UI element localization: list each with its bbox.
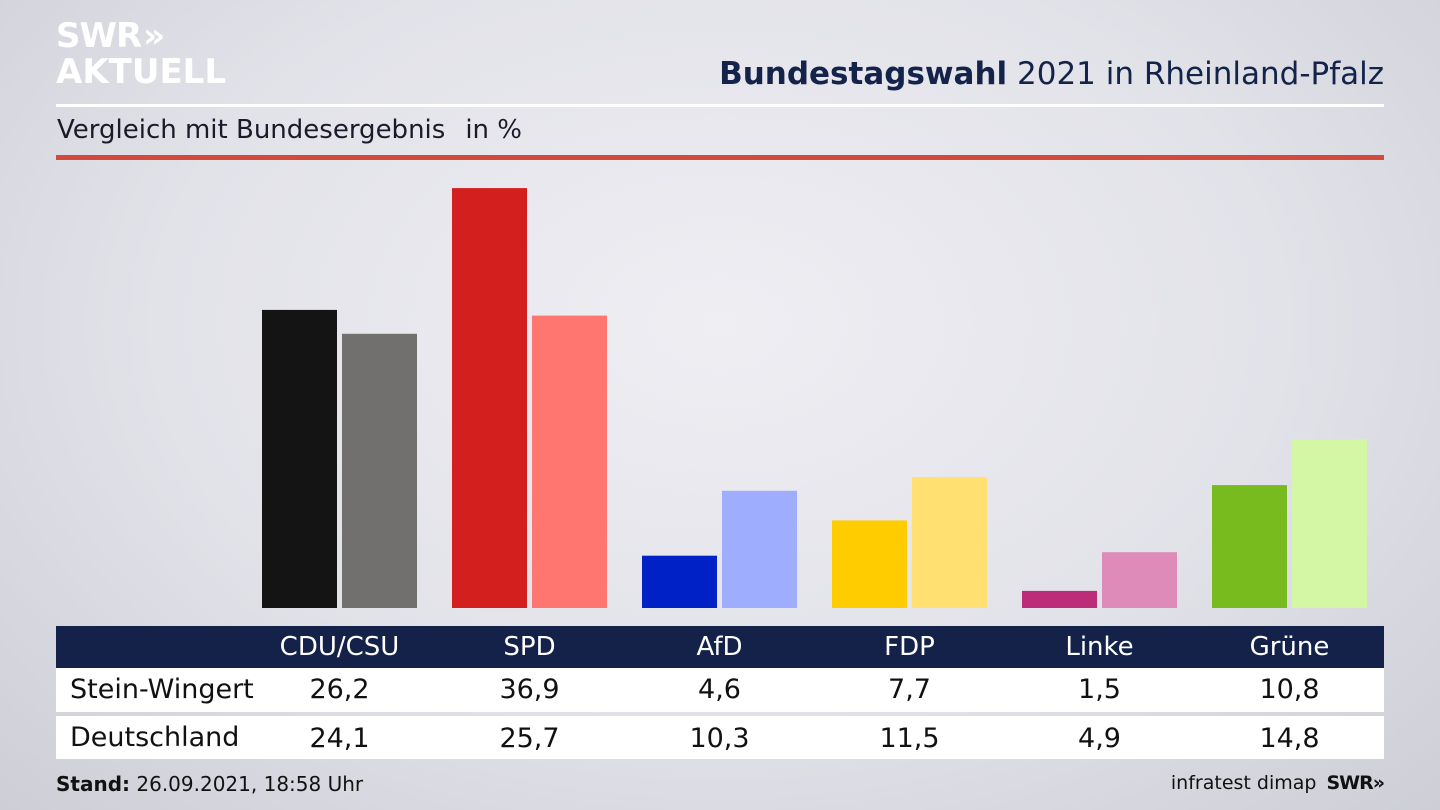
bar-gr-ne-deutschland <box>1292 439 1367 608</box>
chart-unit: in % <box>465 115 522 145</box>
category-label-cdu-csu: CDU/CSU <box>279 632 400 662</box>
bar-spd-deutschland <box>532 315 607 608</box>
row-label-deutschland: Deutschland <box>70 722 240 753</box>
results-table: CDU/CSU SPD AfD FDP Linke Grüne Stein-Wingert… <box>56 626 1384 759</box>
table-header-row: CDU/CSU SPD AfD FDP Linke Grüne <box>56 626 1384 668</box>
value-deutschland-gr-ne: 14,8 <box>1259 723 1320 754</box>
bar-afd-stein-wingert <box>642 555 717 608</box>
value-deutschland-cdu-csu: 24,1 <box>309 723 370 754</box>
bar-fdp-stein-wingert <box>832 520 907 608</box>
bar-cdu-csu-stein-wingert <box>262 309 337 608</box>
bar-linke-deutschland <box>1102 552 1177 608</box>
category-label-linke: Linke <box>1065 632 1134 662</box>
chart-subtitle: Vergleich mit Bundesergebnis in % <box>57 115 522 145</box>
table-row-deutschland: Deutschland 24,1 25,7 10,3 11,5 4,9 14,8 <box>56 716 1384 759</box>
value-stein-wingert-cdu-csu: 26,2 <box>309 674 370 705</box>
table-row-stein-wingert: Stein-Wingert 26,2 36,9 4,6 7,7 1,5 10,8 <box>56 668 1384 712</box>
bar-spd-stein-wingert <box>452 188 527 608</box>
category-label-afd: AfD <box>696 632 743 662</box>
row-label-stein-wingert: Stein-Wingert <box>70 674 254 705</box>
category-label-spd: SPD <box>503 632 556 662</box>
value-deutschland-afd: 10,3 <box>689 723 750 754</box>
chart-title: Bundestagswahl 2021 in Rheinland-Pfalz <box>719 56 1384 92</box>
timestamp: Stand: 26.09.2021, 18:58 Uhr <box>56 772 364 796</box>
value-stein-wingert-afd: 4,6 <box>698 674 741 705</box>
value-deutschland-fdp: 11,5 <box>879 723 940 754</box>
logo-aktuell-text: AKTUELL <box>56 52 227 92</box>
bar-fdp-deutschland <box>912 477 987 608</box>
value-stein-wingert-gr-ne: 10,8 <box>1259 674 1320 705</box>
value-stein-wingert-spd: 36,9 <box>499 674 560 705</box>
bar-linke-stein-wingert <box>1022 590 1097 608</box>
bar-gr-ne-stein-wingert <box>1212 485 1287 608</box>
subtitle-divider <box>56 155 1384 160</box>
source-credit: infratest dimap SWR» <box>1170 772 1385 794</box>
title-divider <box>56 104 1384 107</box>
bar-afd-deutschland <box>722 490 797 608</box>
bar-cdu-csu-deutschland <box>342 333 417 608</box>
swr-brand-logo: SWR» <box>1326 772 1385 794</box>
category-label-fdp: FDP <box>884 632 935 662</box>
value-deutschland-linke: 4,9 <box>1078 723 1121 754</box>
value-stein-wingert-fdp: 7,7 <box>888 674 931 705</box>
value-stein-wingert-linke: 1,5 <box>1078 674 1121 705</box>
category-label-gr-ne: Grüne <box>1249 632 1330 662</box>
value-deutschland-spd: 25,7 <box>499 723 560 754</box>
bar-chart <box>262 188 1367 608</box>
